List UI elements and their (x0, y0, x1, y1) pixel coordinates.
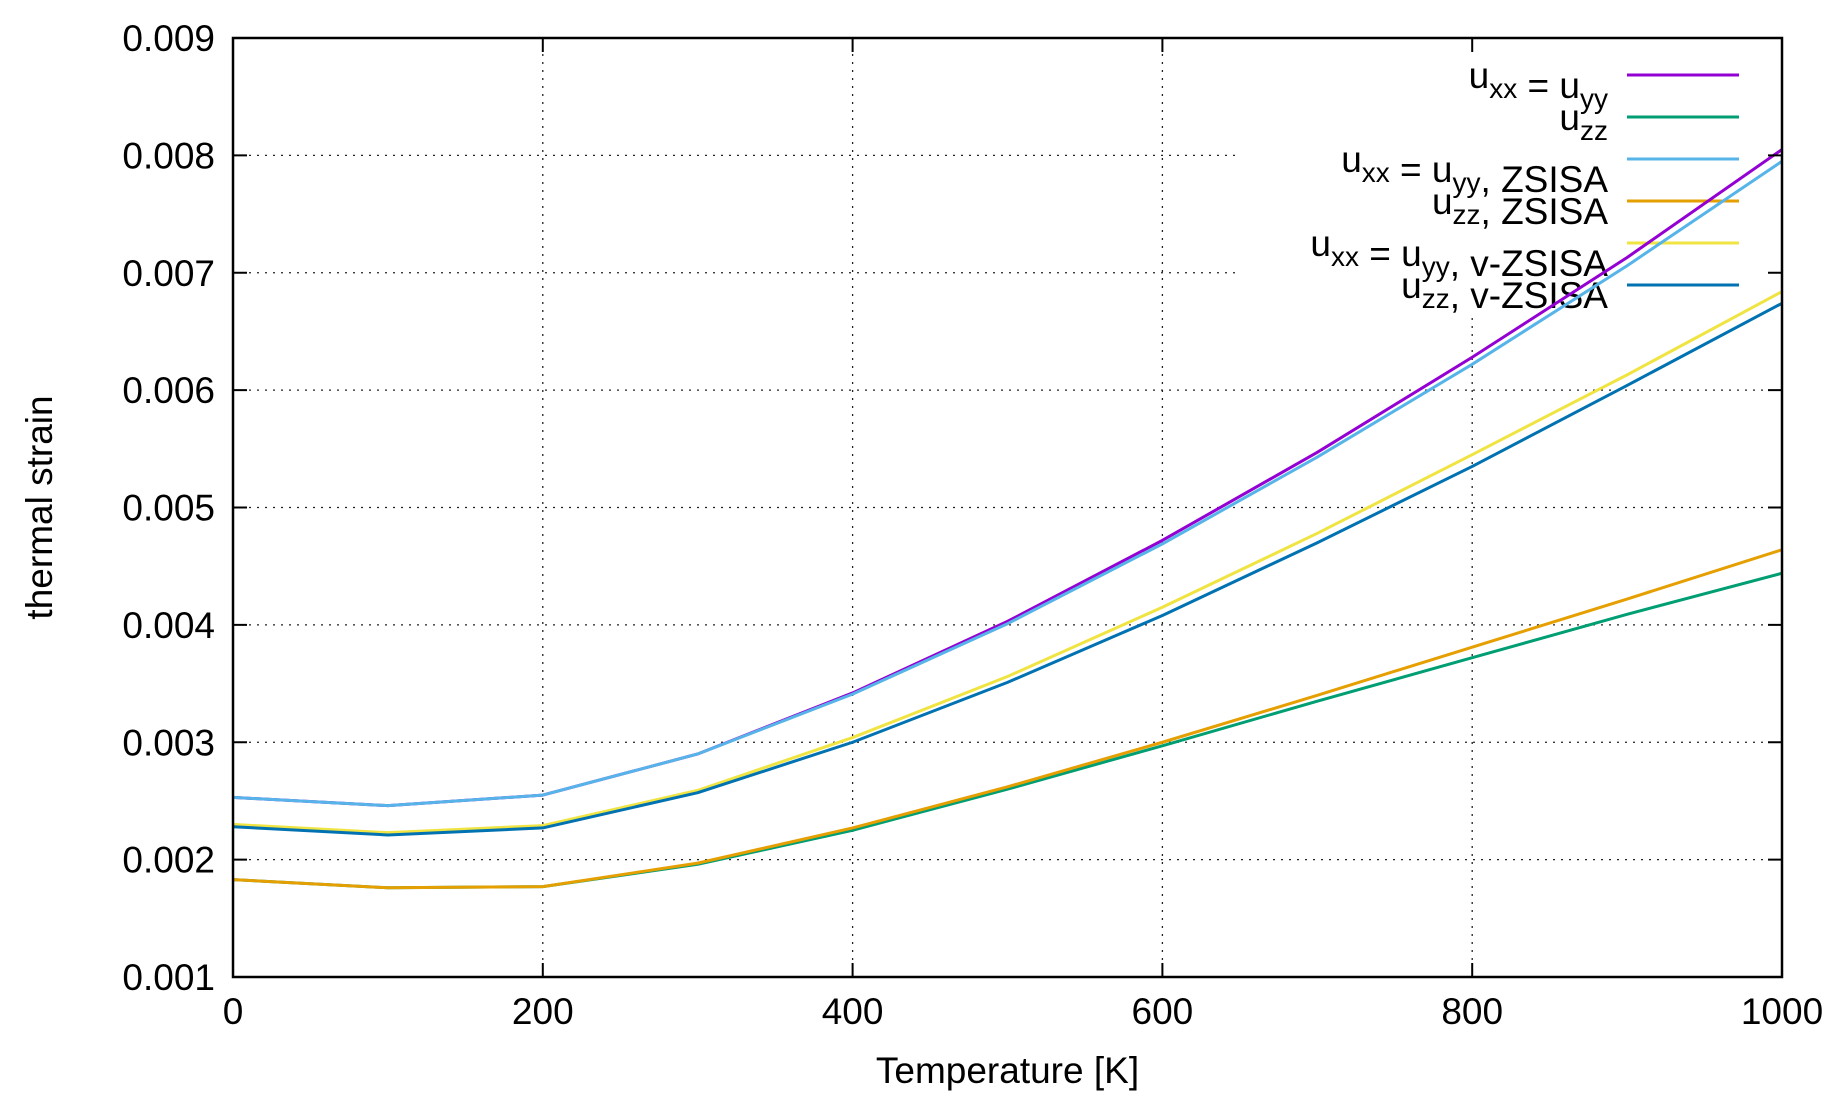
x-axis-title: Temperature [K] (876, 1050, 1139, 1091)
y-tick-label: 0.006 (122, 370, 215, 411)
x-tick-label: 800 (1441, 991, 1503, 1032)
series-line-2 (232, 160, 1783, 808)
x-tick-label: 600 (1132, 991, 1194, 1032)
y-tick-label: 0.002 (122, 840, 215, 881)
series-line-4 (232, 290, 1783, 835)
x-tick-label: 200 (512, 991, 574, 1032)
legend-label-0: uxx = uyy (1469, 55, 1608, 114)
y-tick-label: 0.009 (122, 18, 215, 59)
y-axis-title: thermal strain (19, 395, 60, 619)
series-lines (232, 148, 1783, 890)
legend-label-4: uxx = uyy, v-ZSISA (1310, 223, 1608, 284)
y-tick-label: 0.008 (122, 135, 215, 176)
y-tick-label: 0.007 (122, 253, 215, 294)
x-tick-label: 0 (223, 991, 244, 1032)
y-tick-label: 0.005 (122, 488, 215, 529)
x-tick-label: 1000 (1741, 991, 1823, 1032)
axis-ticks: 0 200 400 600 800 1000 0.001 0.002 0.003 0.004 0.0… (122, 18, 1823, 1032)
series-line-5 (232, 301, 1783, 837)
y-tick-label: 0.001 (122, 957, 215, 998)
legend-label-1: uzz (1559, 97, 1608, 146)
legend-background (1240, 45, 1780, 317)
x-tick-label: 400 (822, 991, 884, 1032)
y-tick-label: 0.004 (122, 605, 215, 646)
y-tick-label: 0.003 (122, 722, 215, 763)
legend-label-2: uxx = uyy, ZSISA (1341, 139, 1608, 200)
legend-label-3: uzz, ZSISA (1432, 181, 1608, 232)
series-line-3 (232, 548, 1783, 890)
